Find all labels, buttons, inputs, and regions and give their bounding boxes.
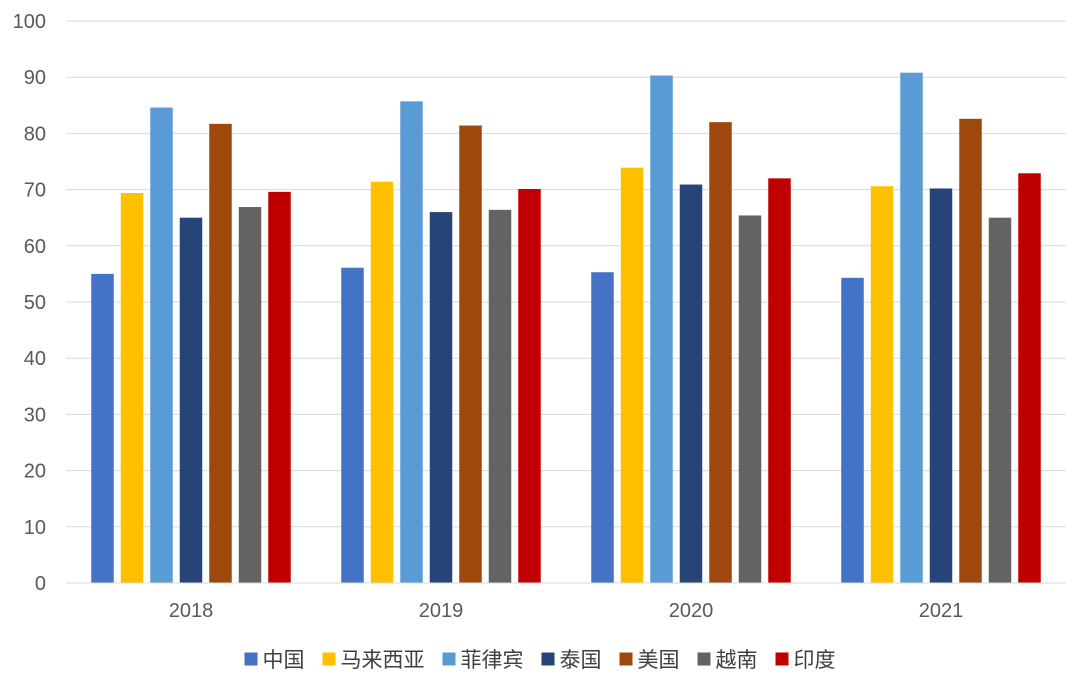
- legend-label: 印度: [794, 648, 836, 672]
- legend-swatch: [619, 652, 633, 666]
- bar-5-2020: [709, 122, 732, 583]
- legend-item: 印度: [775, 648, 836, 672]
- bar-1-2020: [591, 272, 614, 583]
- bar-7-2019: [518, 189, 541, 583]
- legend-swatch: [541, 652, 555, 666]
- bars: [91, 72, 1041, 584]
- y-tick-label: 10: [24, 517, 46, 539]
- bar-6-2021: [988, 217, 1012, 583]
- legend-item: 菲律宾: [442, 648, 524, 672]
- bar-6-2020: [738, 215, 762, 583]
- legend-item: 中国: [244, 648, 305, 672]
- y-tick-label: 20: [24, 461, 46, 483]
- bar-2-2020: [620, 167, 644, 583]
- x-category-label: 2021: [919, 600, 964, 622]
- bar-4-2020: [679, 184, 703, 584]
- legend-label: 马来西亚: [341, 648, 425, 672]
- x-category-label: 2018: [169, 600, 214, 622]
- legend-item: 马来西亚: [322, 648, 425, 672]
- y-tick-label: 100: [13, 11, 46, 33]
- legend-swatch: [322, 652, 336, 666]
- legend: 中国 马来西亚 菲律宾 泰国 美国 越南 印度: [244, 648, 836, 672]
- legend-swatch: [442, 652, 456, 666]
- y-tick-label: 60: [24, 236, 46, 258]
- bar-2-2019: [370, 181, 394, 583]
- bar-3-2020: [650, 75, 673, 583]
- y-tick-label: 90: [24, 67, 46, 89]
- bar-5-2019: [459, 125, 482, 584]
- legend-label: 越南: [716, 648, 758, 672]
- bar-3-2018: [150, 107, 173, 583]
- y-tick-label: 40: [24, 348, 46, 370]
- y-tick-label: 50: [24, 292, 46, 314]
- bar-6-2018: [238, 207, 262, 583]
- bar-7-2020: [768, 178, 791, 584]
- bar-6-2019: [488, 209, 512, 583]
- bar-2-2021: [870, 186, 894, 583]
- legend-item: 泰国: [541, 648, 602, 672]
- legend-label: 美国: [638, 648, 680, 672]
- legend-label: 中国: [263, 648, 305, 672]
- bar-1-2019: [341, 267, 364, 583]
- bar-1-2018: [91, 273, 114, 583]
- legend-label: 泰国: [560, 648, 602, 672]
- bar-3-2021: [900, 72, 923, 583]
- x-category-label: 2020: [669, 600, 714, 622]
- legend-item: 美国: [619, 648, 680, 672]
- y-tick-label: 0: [35, 573, 46, 595]
- y-axis-tick-labels: 0 10 20 30 40 50 60 70 80 90 100: [13, 11, 46, 595]
- bar-7-2021: [1018, 173, 1041, 583]
- x-category-label: 2019: [419, 600, 464, 622]
- bar-1-2021: [841, 277, 864, 583]
- bar-7-2018: [268, 191, 291, 583]
- gridlines: [66, 20, 1066, 528]
- bar-2-2018: [120, 192, 144, 584]
- bar-4-2019: [429, 212, 453, 583]
- legend-label: 菲律宾: [461, 648, 524, 672]
- legend-swatch: [244, 652, 258, 666]
- y-tick-label: 30: [24, 404, 46, 426]
- y-tick-label: 80: [24, 123, 46, 145]
- legend-item: 越南: [697, 648, 758, 672]
- x-axis-category-labels: 2018 2019 2020 2021: [169, 600, 964, 622]
- bar-5-2018: [209, 123, 232, 583]
- bar-5-2021: [959, 118, 982, 584]
- y-tick-label: 70: [24, 180, 46, 202]
- bar-3-2019: [400, 101, 423, 583]
- legend-swatch: [697, 652, 711, 666]
- bar-4-2018: [179, 217, 203, 583]
- bar-4-2021: [929, 188, 953, 583]
- legend-swatch: [775, 652, 789, 666]
